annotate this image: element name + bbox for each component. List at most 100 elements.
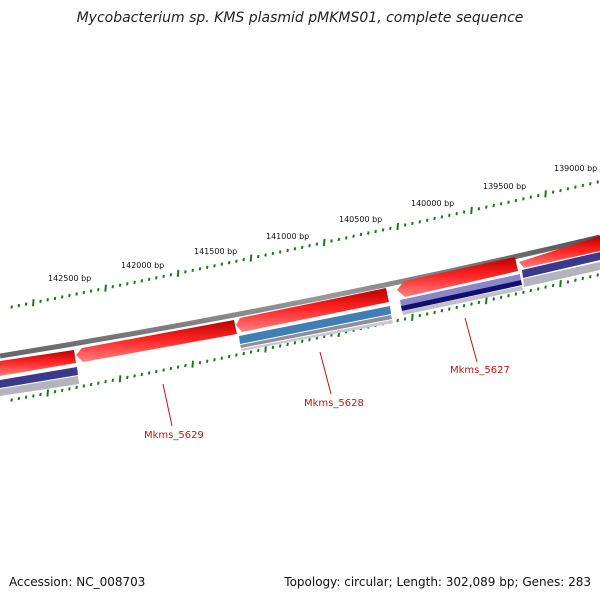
ruler-minor-tick	[425, 312, 429, 316]
ruler-minor-tick	[220, 262, 224, 266]
ruler-minor-tick	[155, 369, 158, 374]
cds-track	[0, 236, 600, 376]
ruler-minor-tick	[300, 339, 304, 343]
ruler-minor-tick	[574, 185, 577, 189]
cds-arrow[interactable]	[0, 350, 76, 376]
ruler-major-tick	[46, 389, 49, 397]
ruler-minor-tick	[536, 287, 540, 291]
ruler-minor-tick	[133, 280, 136, 284]
ruler-major-tick	[118, 375, 122, 383]
gene-label-mkms-5629[interactable]: Mkms_5629	[144, 430, 204, 441]
gene-label-mkms-5628[interactable]: Mkms_5628	[304, 398, 364, 409]
ruler-minor-tick	[97, 381, 100, 385]
ruler-minor-tick	[147, 277, 151, 281]
ruler-minor-tick	[374, 229, 377, 234]
ruler-minor-tick	[227, 261, 231, 265]
ruler-minor-tick	[257, 348, 260, 353]
ruler-minor-tick	[522, 197, 525, 201]
ruler-minor-tick	[24, 302, 28, 306]
ruler-minor-tick	[89, 289, 93, 293]
ruler-minor-tick	[492, 297, 495, 301]
ruler-minor-tick	[529, 288, 533, 293]
ruler-minor-tick	[75, 385, 78, 390]
ruler-minor-tick	[448, 213, 451, 217]
ruler-minor-tick	[507, 200, 510, 204]
ruler-minor-tick	[104, 380, 107, 384]
track-navy	[401, 280, 522, 311]
cds-arrow[interactable]	[397, 257, 518, 297]
ruler-minor-tick	[111, 285, 115, 289]
ruler-minor-tick	[529, 195, 533, 199]
ruler-major-tick	[544, 190, 547, 198]
accession-text: Accession: NC_008703	[9, 575, 146, 589]
tick-label-140500: 140500 bp	[339, 215, 382, 224]
ruler-major-tick	[191, 360, 194, 368]
ruler-minor-tick	[17, 396, 21, 401]
gene-label-mkms-5627[interactable]: Mkms_5627	[450, 365, 510, 376]
ruler-minor-tick	[352, 234, 355, 238]
ruler-major-tick	[411, 313, 414, 321]
ruler-minor-tick	[286, 248, 289, 253]
ruler-minor-tick	[82, 290, 86, 295]
ruler-minor-tick	[97, 288, 100, 292]
ruler-minor-tick	[507, 294, 510, 298]
ruler-minor-tick	[536, 193, 540, 198]
ruler-minor-tick	[278, 250, 282, 254]
ruler-minor-tick	[162, 274, 165, 278]
ruler-major-tick	[470, 206, 473, 214]
ruler-major-tick	[176, 269, 180, 277]
ruler-minor-tick	[46, 298, 49, 302]
ruler-minor-tick	[118, 283, 122, 287]
ruler-major-tick	[396, 223, 399, 231]
ruler-minor-tick	[53, 390, 57, 394]
ruler-minor-tick	[566, 187, 570, 191]
cds-arrow[interactable]	[76, 320, 237, 362]
ruler-minor-tick	[551, 283, 555, 288]
ruler-minor-tick	[32, 394, 35, 398]
ruler-minor-tick	[53, 296, 57, 301]
ruler-minor-tick	[455, 212, 458, 216]
ruler-minor-tick	[220, 356, 224, 360]
cds-arrow[interactable]	[236, 288, 389, 332]
ruler-minor-tick	[176, 365, 180, 369]
ruler-minor-tick	[205, 359, 209, 363]
ruler-minor-tick	[111, 378, 115, 382]
ruler-minor-tick	[140, 372, 144, 377]
ruler-major-tick	[322, 238, 326, 247]
ruler-minor-tick	[300, 245, 304, 249]
ruler-minor-tick	[286, 342, 289, 347]
ruler-minor-tick	[191, 268, 194, 272]
ruler-minor-tick	[403, 223, 407, 227]
ruler-minor-tick	[485, 205, 488, 209]
ruler-minor-tick	[522, 290, 525, 294]
ruler-minor-tick	[596, 180, 599, 184]
ruler-minor-tick	[499, 202, 503, 206]
tick-label-141500: 141500 bp	[194, 247, 237, 256]
ruler-minor-tick	[551, 190, 555, 194]
ruler-minor-tick	[213, 358, 216, 362]
ruler-minor-tick	[344, 236, 348, 240]
ruler-minor-tick	[68, 293, 71, 298]
ruler-minor-tick	[574, 278, 577, 282]
ruler-major-tick	[559, 280, 562, 288]
ruler-minor-tick	[242, 351, 245, 356]
ruler-minor-tick	[89, 382, 93, 387]
ruler-minor-tick	[184, 270, 187, 274]
ruler-minor-tick	[448, 307, 451, 311]
track-gray	[241, 320, 393, 351]
cds-arrow[interactable]	[519, 236, 600, 268]
ruler-minor-tick	[17, 303, 21, 308]
track-gray	[523, 262, 600, 287]
ruler-minor-tick	[477, 207, 481, 211]
track-lavender	[400, 274, 521, 306]
ruler-minor-tick	[315, 336, 319, 340]
inner-ruler	[10, 273, 599, 402]
ruler-minor-tick	[330, 239, 333, 243]
ruler-major-tick	[264, 345, 267, 353]
ruler-minor-tick	[271, 345, 275, 350]
track-navy	[0, 367, 78, 388]
ruler-minor-tick	[367, 231, 370, 235]
ruler-minor-tick	[315, 242, 319, 246]
ruler-minor-tick	[462, 210, 466, 214]
